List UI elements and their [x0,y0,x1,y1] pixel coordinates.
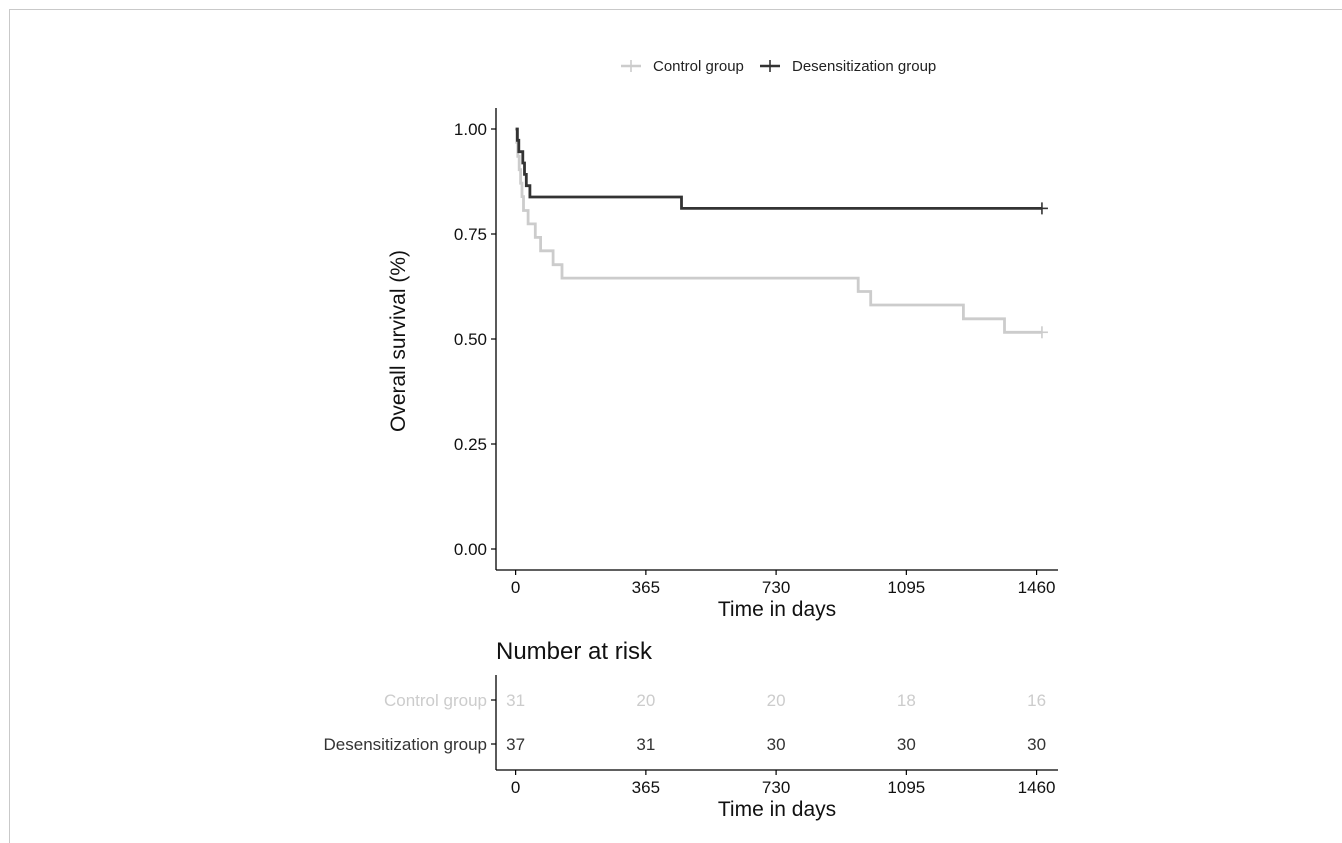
survival-curve-1 [515,127,1042,334]
risk-count: 16 [1027,691,1046,710]
y-tick-label: 1.00 [454,120,487,139]
risk-count: 37 [506,735,525,754]
risk-x-tick-label: 0 [511,778,520,797]
risk-row-label-1: Control group [384,691,487,710]
risk-count: 30 [1027,735,1046,754]
x-tick-label: 730 [762,578,790,597]
risk-x-tick-label: 1460 [1018,778,1056,797]
risk-count: 30 [897,735,916,754]
risk-x-tick-label: 730 [762,778,790,797]
legend-label-2: Desensitization group [792,58,936,75]
y-tick-label: 0.25 [454,435,487,454]
risk-row-label-2: Desensitization group [324,735,487,754]
y-tick-label: 0.50 [454,330,487,349]
risk-count: 31 [506,691,525,710]
figure-frame [9,9,1342,843]
y-tick-label: 0.00 [454,540,487,559]
x-axis-title: Time in days [718,598,836,621]
risk-x-tick-label: 1095 [887,778,925,797]
x-tick-label: 365 [632,578,660,597]
risk-count: 20 [767,691,786,710]
risk-count: 30 [767,735,786,754]
y-tick-label: 0.75 [454,225,487,244]
x-tick-label: 0 [511,578,520,597]
survival-curve-2 [515,127,1042,210]
risk-count: 20 [636,691,655,710]
y-axis-title: Overall survival (%) [387,250,410,432]
risk-table-title: Number at risk [496,638,653,665]
x-tick-label: 1460 [1018,578,1056,597]
risk-count: 31 [636,735,655,754]
legend-label-1: Control group [653,58,744,75]
risk-count: 18 [897,691,916,710]
x-tick-label: 1095 [887,578,925,597]
risk-x-tick-label: 365 [632,778,660,797]
risk-x-axis-title: Time in days [718,798,836,821]
